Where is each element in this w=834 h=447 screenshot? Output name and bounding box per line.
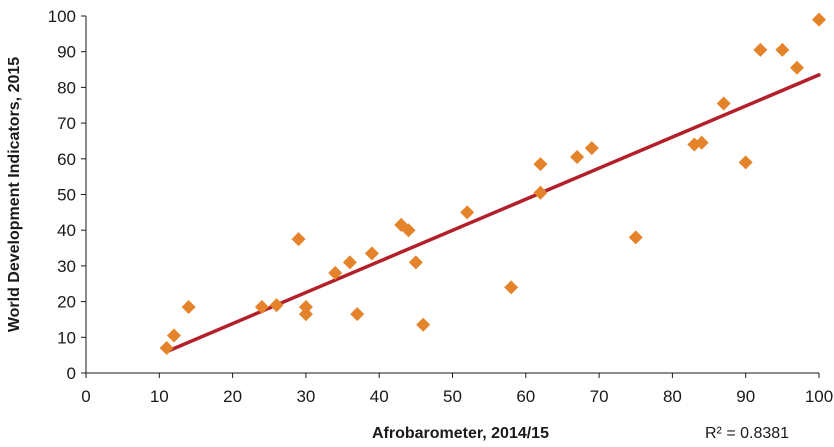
x-tick-label: 10 bbox=[150, 387, 169, 406]
data-point bbox=[254, 299, 269, 314]
data-point bbox=[716, 96, 731, 111]
data-point bbox=[738, 155, 753, 170]
x-tick-label: 0 bbox=[81, 387, 90, 406]
x-tick-label: 70 bbox=[590, 387, 609, 406]
data-point bbox=[401, 223, 416, 238]
data-point bbox=[416, 317, 431, 332]
x-axis-ticks: 0 10 20 30 40 50 60 70 80 90 100 bbox=[81, 373, 833, 406]
data-point bbox=[298, 299, 313, 314]
y-tick-label: 10 bbox=[57, 328, 76, 347]
data-point bbox=[753, 42, 768, 57]
data-point bbox=[181, 299, 196, 314]
y-tick-label: 70 bbox=[57, 114, 76, 133]
data-point bbox=[460, 205, 475, 220]
data-point bbox=[584, 141, 599, 156]
x-tick-label: 90 bbox=[736, 387, 755, 406]
data-point bbox=[628, 230, 643, 245]
y-tick-label: 20 bbox=[57, 293, 76, 312]
y-tick-label: 50 bbox=[57, 186, 76, 205]
y-tick-label: 100 bbox=[48, 7, 76, 26]
data-point bbox=[342, 255, 357, 270]
data-point bbox=[364, 246, 379, 261]
data-point bbox=[408, 255, 423, 270]
x-tick-label: 50 bbox=[443, 387, 462, 406]
data-point bbox=[775, 42, 790, 57]
data-point bbox=[166, 328, 181, 343]
data-point bbox=[350, 307, 365, 322]
x-axis-title: Afrobarometer, 2014/15 bbox=[372, 425, 549, 442]
y-tick-label: 40 bbox=[57, 221, 76, 240]
x-tick-label: 100 bbox=[805, 387, 833, 406]
data-point bbox=[291, 232, 306, 247]
x-tick-label: 60 bbox=[516, 387, 535, 406]
y-axis-title: World Development Indicators, 2015 bbox=[6, 57, 23, 332]
y-tick-label: 30 bbox=[57, 257, 76, 276]
x-tick-label: 80 bbox=[663, 387, 682, 406]
x-tick-label: 20 bbox=[223, 387, 242, 406]
data-point bbox=[269, 298, 284, 313]
y-tick-label: 60 bbox=[57, 150, 76, 169]
y-tick-label: 90 bbox=[57, 43, 76, 62]
data-point bbox=[570, 150, 585, 165]
x-tick-label: 40 bbox=[370, 387, 389, 406]
r-squared-annotation: R² = 0.8381 bbox=[705, 425, 789, 442]
data-point bbox=[533, 185, 548, 200]
y-tick-label: 80 bbox=[57, 78, 76, 97]
data-point bbox=[790, 60, 805, 75]
data-point bbox=[159, 341, 174, 356]
y-tick-label: 0 bbox=[67, 364, 76, 383]
data-point bbox=[694, 135, 709, 150]
axes bbox=[85, 16, 819, 374]
data-point bbox=[533, 157, 548, 172]
x-tick-label: 30 bbox=[296, 387, 315, 406]
data-point bbox=[298, 307, 313, 322]
y-axis-ticks: 0 10 20 30 40 50 60 70 80 90 100 bbox=[48, 7, 86, 383]
data-point bbox=[328, 266, 343, 281]
data-points bbox=[159, 12, 826, 356]
data-point bbox=[812, 12, 826, 27]
data-point bbox=[504, 280, 519, 295]
